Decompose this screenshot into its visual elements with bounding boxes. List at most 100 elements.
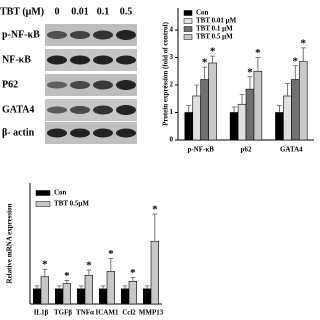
bar [298,61,308,141]
error-bar [34,285,40,289]
legend-label: TBT 0.1 μM [196,25,233,33]
dose-label: 0.01 [71,6,89,17]
error-bar [194,84,200,96]
significance-mark: * [210,46,216,58]
x-tick-label: Ccl2 [122,309,136,317]
bar [99,288,108,305]
significance-mark: * [152,204,158,216]
significance-mark: * [293,55,299,67]
row-label: P62 [2,79,18,90]
x-tick-label: p-NF-κB [187,146,214,154]
bar [291,79,300,141]
bar [200,79,209,141]
error-bar [64,280,70,284]
error-bar [100,285,106,289]
bar [106,271,115,305]
x-tick-label: TNFα [76,309,94,317]
error-bar [56,285,62,289]
error-bar [300,47,306,62]
error-bar [186,105,192,113]
dose-label: 0.5 [120,6,133,17]
legend-label: Con [54,189,67,197]
dose-label: 0 [55,6,60,17]
bar [283,95,292,141]
error-bar [42,268,48,277]
significance-mark: * [202,57,208,69]
legend-swatch [183,18,193,24]
error-bar [122,285,128,289]
significance-mark: * [247,66,253,78]
row-label: β- actin [2,127,35,138]
blot-image [45,24,137,144]
bar [245,88,255,141]
legend-swatch [35,190,51,196]
y-axis-label: Protein expression (fold of control) [162,21,170,125]
bar [143,288,152,305]
bar [40,276,49,305]
y-tick-label: 3 [170,53,174,61]
bar [192,95,201,141]
significance-mark: * [255,47,261,59]
row-label: p-NF-κB [2,29,40,40]
error-bar [239,94,245,105]
row-label: GATA4 [2,104,34,115]
bar [237,103,247,141]
legend-label: TBT 0.01 μM [196,17,237,25]
significance-mark: * [64,270,70,282]
bar [184,112,194,141]
y-tick-label: 4 [170,26,174,34]
bar [128,281,137,305]
error-bar [292,65,298,80]
dose-label: 0.1 [97,6,110,17]
x-tick-label: GATA4 [280,146,303,154]
legend-swatch [183,26,193,32]
bar [253,70,263,141]
x-tick-label: MMP13 [139,309,164,317]
bar [77,288,86,305]
error-bar [231,106,237,113]
error-bar [78,285,84,289]
error-bar [210,55,215,63]
bar [84,274,93,305]
error-bar [108,258,114,272]
legend-label: TBT 0.5μM [54,200,89,208]
significance-mark: * [86,260,92,272]
x-tick-label: ICAM1 [96,309,119,317]
error-bar [284,83,290,96]
legend-label: Con [196,9,209,17]
x-tick-label: p62 [241,146,252,154]
bar [121,288,130,305]
legend-label: TBT 0.5 μM [196,33,233,41]
bar [32,288,42,305]
legend-swatch [35,201,51,207]
bar [275,112,284,141]
significance-mark: * [42,259,48,271]
significance-mark: * [108,248,114,260]
significance-mark: * [300,37,306,49]
error-bar [277,105,282,113]
y-tick-label: 0 [170,136,174,144]
significance-mark: * [130,267,136,279]
error-bar [202,66,208,80]
error-bar [144,285,150,289]
error-bar [247,76,253,90]
error-bar [255,57,261,72]
row-label: NF-κB [2,54,31,65]
legend-swatch [183,34,193,40]
bar [150,240,159,305]
error-bar [86,269,92,276]
x-tick-label: IL1β [34,309,49,317]
treatment-label: TBT (μM) [0,6,44,17]
x-tick-label: TGFβ [54,309,72,317]
bar [208,62,217,141]
error-bar [152,213,158,242]
bar [62,283,71,305]
error-bar [130,277,136,282]
legend-swatch [183,10,193,16]
y-axis-label: Relative mRNA expression [6,203,14,283]
bar [54,288,64,305]
y-tick-label: 2 [170,81,174,89]
y-tick-label: 1 [170,108,174,116]
bar [229,112,239,141]
